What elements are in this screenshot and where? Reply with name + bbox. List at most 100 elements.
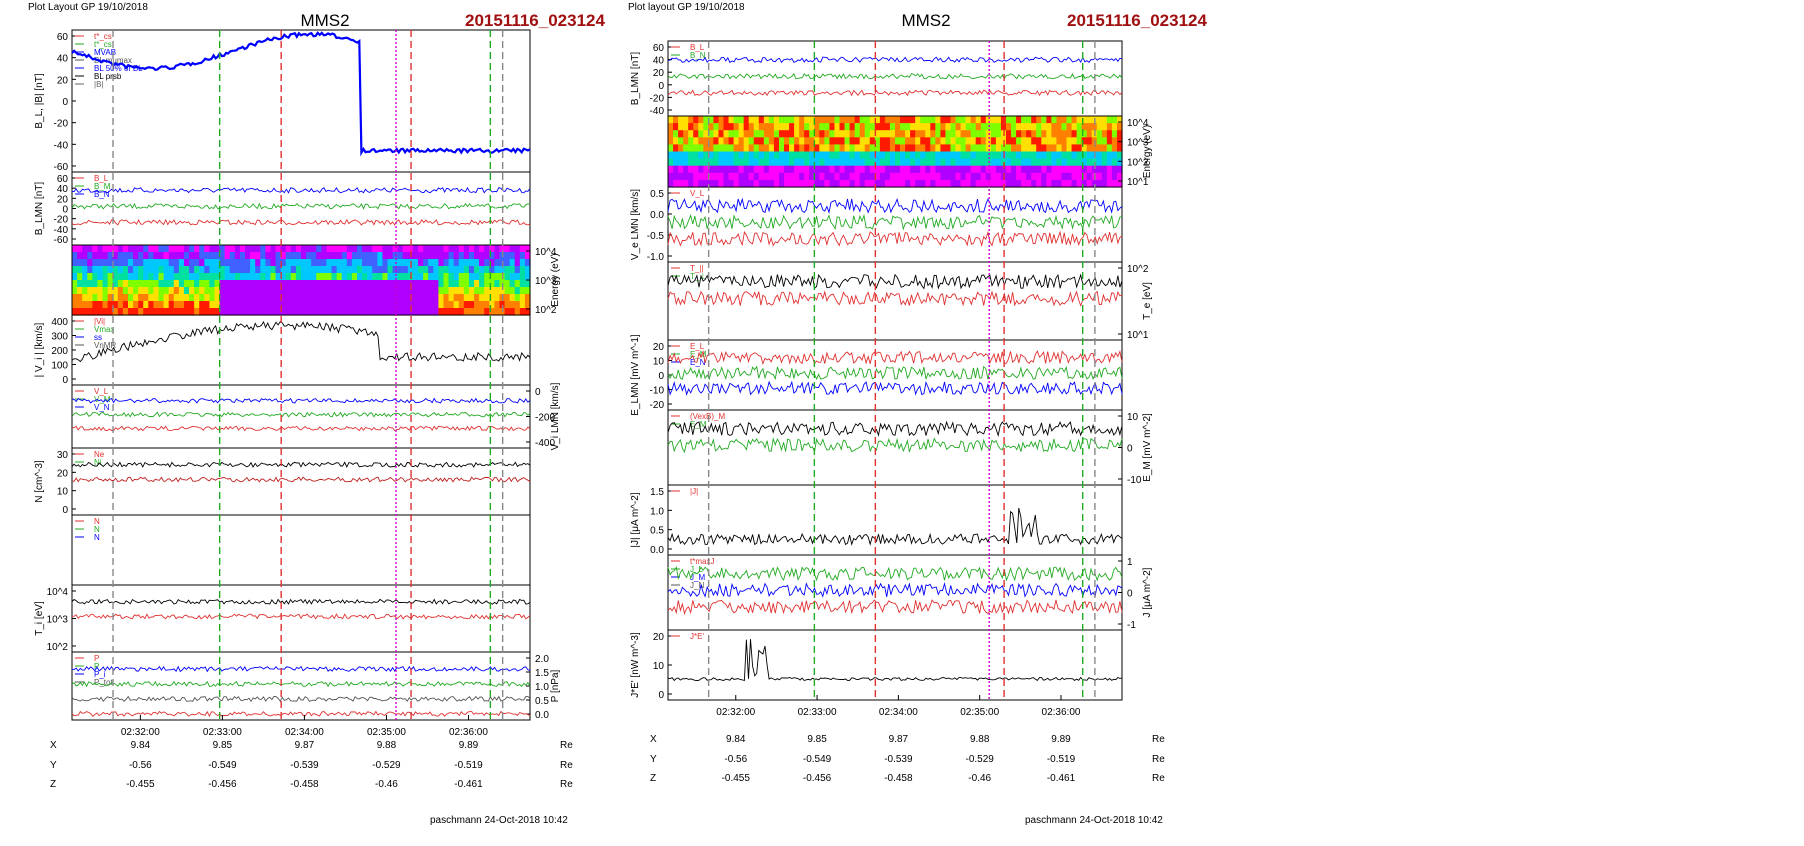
- spectrogram-cell: [77, 280, 83, 288]
- spectrogram-cell: [698, 151, 704, 160]
- spectrogram-cell: [784, 165, 790, 174]
- position-value: 9.84: [131, 740, 151, 751]
- spectrogram-cell: [708, 130, 714, 138]
- position-row-label: Z: [650, 773, 656, 784]
- spectrogram-cell: [117, 259, 124, 267]
- spectrogram-cell: [219, 308, 226, 316]
- spectrogram-cell: [173, 273, 180, 281]
- spectrogram-cell: [234, 259, 241, 267]
- spectrogram-cell: [925, 151, 931, 160]
- spectrogram-cell: [713, 137, 720, 145]
- spectrogram-cell: [112, 287, 119, 295]
- spectrogram-cell: [738, 116, 745, 124]
- spectrogram-cell: [683, 123, 689, 131]
- spectrogram-cell: [127, 301, 134, 309]
- spectrogram-cell: [346, 294, 353, 302]
- spectrogram-cell: [224, 308, 231, 316]
- spectrogram-cell: [362, 266, 368, 274]
- data-trace: [667, 437, 1123, 454]
- y-tick-label: 1.5: [650, 487, 664, 498]
- spectrogram-cell: [940, 123, 947, 131]
- spectrogram-cell: [148, 245, 155, 253]
- spectrogram-cell: [463, 245, 470, 253]
- spectrogram-cell: [448, 301, 455, 309]
- spectrogram-cell: [148, 287, 155, 295]
- spectrogram-cell: [905, 116, 911, 124]
- spectrogram-cell: [418, 280, 424, 288]
- spectrogram-cell: [995, 151, 1002, 160]
- spectrogram-cell: [189, 294, 195, 302]
- spectrogram-cell: [940, 158, 947, 167]
- spectrogram-cell: [859, 123, 866, 131]
- spectrogram-cell: [980, 116, 987, 124]
- y-axis-label: E_LMN [mV m^-1]: [630, 334, 641, 416]
- spectrogram-cell: [995, 172, 1002, 181]
- spectrogram-cell: [935, 144, 941, 153]
- y-tick-label: -60: [54, 162, 69, 173]
- spectrogram-cell: [799, 144, 805, 153]
- data-trace: [667, 197, 1123, 214]
- spectrogram-cell: [189, 245, 195, 253]
- spectrogram-cell: [1056, 144, 1063, 153]
- spectrogram-cell: [87, 273, 93, 281]
- spectrogram-cell: [990, 172, 997, 181]
- spectrogram-cell: [448, 252, 455, 260]
- spectrogram-cell: [990, 116, 997, 124]
- spectrogram-cell: [199, 252, 205, 260]
- y-tick-label: -40: [650, 106, 665, 117]
- legend-label: J*E': [690, 632, 704, 641]
- spectrogram-cell: [970, 130, 977, 138]
- spectrogram-cell: [854, 179, 861, 188]
- spectrogram-cell: [138, 308, 144, 316]
- spectrogram-cell: [392, 301, 399, 309]
- spectrogram-cell: [448, 308, 455, 316]
- spectrogram-cell: [879, 172, 886, 181]
- spectrogram-cell: [985, 144, 992, 153]
- spectrogram-cell: [138, 259, 144, 267]
- spectrogram-cell: [367, 245, 373, 253]
- spectrogram-cell: [494, 273, 501, 281]
- spectrogram-cell: [346, 301, 353, 309]
- spectrogram-cell: [955, 116, 962, 124]
- spectrogram-cell: [819, 123, 825, 131]
- spectrogram-cell: [82, 287, 88, 295]
- spectrogram-cell: [688, 158, 694, 167]
- spectrogram-cell: [219, 280, 226, 288]
- spectrogram-cell: [874, 130, 881, 138]
- spectrogram-cell: [733, 179, 740, 188]
- position-value: -0.529: [372, 760, 401, 771]
- position-value: -0.461: [1047, 773, 1076, 784]
- event-id: 20151116_023124: [1067, 11, 1207, 30]
- spectrogram-cell: [869, 116, 876, 124]
- spectrogram-cell: [479, 287, 485, 295]
- spectrogram-cell: [814, 165, 820, 174]
- x-tick-label: 02:35:00: [960, 707, 999, 718]
- spectrogram-cell: [245, 245, 251, 253]
- spectrogram-cell: [1026, 172, 1032, 181]
- spectrogram-cell: [336, 252, 343, 260]
- spectrogram-cell: [87, 301, 93, 309]
- legend-label: P: [94, 654, 99, 663]
- spectrogram-cell: [839, 179, 846, 188]
- spectrogram-cell: [1076, 130, 1083, 138]
- spectrogram-cell: [728, 172, 735, 181]
- spectrogram-cell: [794, 123, 800, 131]
- spectrogram-cell: [784, 137, 790, 145]
- y-tick-label: -10: [1127, 475, 1142, 486]
- spectrogram-cell: [905, 158, 911, 167]
- spectrogram-cell: [678, 116, 684, 124]
- spectrogram-cell: [382, 301, 389, 309]
- spectrogram-cell: [794, 151, 800, 160]
- spectrogram-cell: [112, 252, 119, 260]
- spectrogram-cell: [1036, 116, 1042, 124]
- spectrogram-cell: [945, 123, 952, 131]
- spectrogram-cell: [448, 259, 455, 267]
- spectrogram-cell: [275, 308, 282, 316]
- spectrogram-cell: [809, 172, 815, 181]
- spectrogram-cell: [351, 280, 358, 288]
- legend-label: MVAB: [94, 48, 116, 57]
- legend-label: Ni: [94, 458, 102, 467]
- spectrogram-cell: [412, 273, 419, 281]
- spectrogram-cell: [859, 144, 866, 153]
